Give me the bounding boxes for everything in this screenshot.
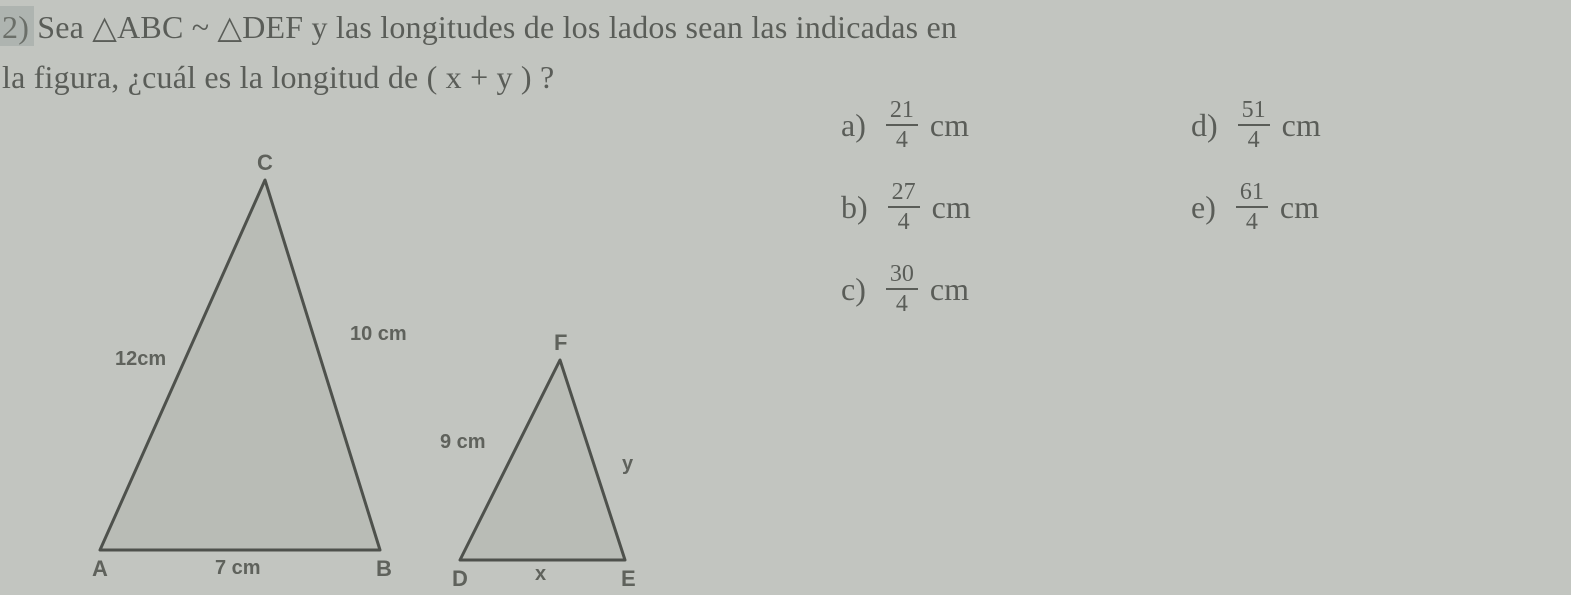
option-c-unit: cm — [930, 271, 969, 308]
option-a-unit: cm — [930, 107, 969, 144]
side-ef-label: y — [622, 453, 634, 475]
option-b-den: 4 — [894, 208, 914, 234]
side-df-label: 9 cm — [440, 431, 486, 453]
options-row-3: c) 30 4 cm — [841, 262, 1541, 316]
option-b: b) 27 4 cm — [841, 180, 1061, 234]
triangles-svg: C A B 12cm 10 cm 7 cm F D E 9 cm y x — [60, 150, 760, 590]
option-d-den: 4 — [1244, 126, 1264, 152]
triangle-def — [460, 360, 625, 560]
vertex-f: F — [554, 330, 567, 355]
option-d-fraction: 51 4 — [1238, 98, 1270, 152]
vertex-a: A — [92, 556, 108, 581]
option-b-num: 27 — [888, 180, 920, 208]
question-line-1: 2) Sea △ABC ~ △DEF y las longitudes de l… — [2, 8, 957, 46]
side-ab-label: 7 cm — [215, 557, 261, 579]
triangle-abc-symbol: △ABC — [92, 9, 183, 45]
side-de-label: x — [535, 563, 546, 585]
options-row-1: a) 21 4 cm d) 51 4 cm — [841, 98, 1541, 152]
option-b-label: b) — [841, 189, 868, 226]
option-e-den: 4 — [1242, 208, 1262, 234]
option-a-num: 21 — [886, 98, 918, 126]
side-ac-label: 12cm — [115, 348, 166, 370]
geometry-figures: CAB12cm10 cm7 cmFDE9 cmyx — [60, 150, 760, 570]
triangle-def-symbol: △DEF — [217, 9, 303, 45]
option-d: d) 51 4 cm — [1191, 98, 1411, 152]
side-bc-label: 10 cm — [350, 323, 407, 345]
option-a: a) 21 4 cm — [841, 98, 1061, 152]
options-row-2: b) 27 4 cm e) 61 4 cm — [841, 180, 1541, 234]
option-d-unit: cm — [1282, 107, 1321, 144]
vertex-e: E — [621, 566, 636, 590]
option-a-fraction: 21 4 — [886, 98, 918, 152]
vertex-d: D — [452, 566, 468, 590]
similar-symbol: ~ — [192, 9, 218, 45]
option-c: c) 30 4 cm — [841, 262, 1061, 316]
option-d-num: 51 — [1238, 98, 1270, 126]
option-a-label: a) — [841, 107, 866, 144]
option-e-fraction: 61 4 — [1236, 180, 1268, 234]
option-c-num: 30 — [886, 262, 918, 290]
option-c-den: 4 — [892, 290, 912, 316]
text-sea: Sea — [37, 9, 92, 45]
question-number: 2) — [2, 9, 29, 45]
option-b-unit: cm — [932, 189, 971, 226]
option-e-unit: cm — [1280, 189, 1319, 226]
option-d-label: d) — [1191, 107, 1218, 144]
option-e-label: e) — [1191, 189, 1216, 226]
answer-options: a) 21 4 cm d) 51 4 cm b) 27 — [841, 70, 1541, 316]
text-rest-line1: y las longitudes de los lados sean las i… — [312, 9, 958, 45]
page: 2) Sea △ABC ~ △DEF y las longitudes de l… — [0, 0, 1571, 588]
option-e-num: 61 — [1236, 180, 1268, 208]
option-e: e) 61 4 cm — [1191, 180, 1411, 234]
question-line-2: la figura, ¿cuál es la longitud de ( x +… — [2, 58, 554, 96]
vertex-b: B — [376, 556, 392, 581]
option-c-fraction: 30 4 — [886, 262, 918, 316]
option-b-fraction: 27 4 — [888, 180, 920, 234]
option-c-label: c) — [841, 271, 866, 308]
option-a-den: 4 — [892, 126, 912, 152]
vertex-c: C — [257, 150, 273, 175]
